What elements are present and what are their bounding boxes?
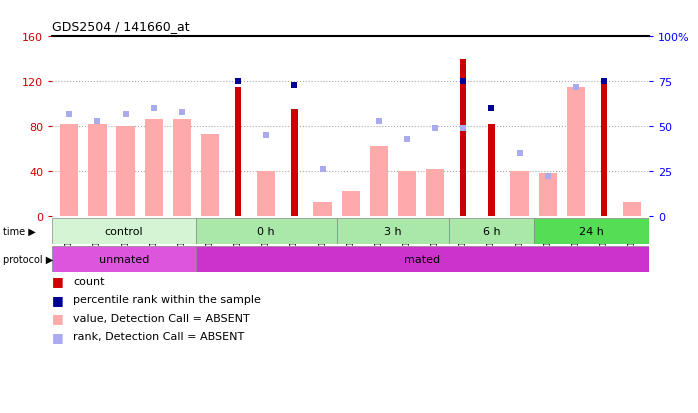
- Text: 6 h: 6 h: [483, 226, 500, 237]
- Text: ■: ■: [52, 274, 64, 287]
- Text: 3 h: 3 h: [384, 226, 402, 237]
- Text: count: count: [73, 276, 105, 286]
- Bar: [144, 120, 163, 216]
- Text: protocol ▶: protocol ▶: [3, 254, 54, 265]
- Bar: [201, 135, 219, 216]
- Bar: [426, 169, 445, 216]
- Bar: [52, 247, 196, 273]
- Text: ■: ■: [52, 311, 64, 325]
- Bar: [257, 171, 276, 216]
- Bar: [567, 88, 585, 216]
- Text: 0 h: 0 h: [258, 226, 275, 237]
- Bar: [196, 247, 649, 273]
- Bar: [60, 125, 78, 216]
- Text: ■: ■: [52, 293, 64, 306]
- Bar: [623, 203, 641, 216]
- Text: GDS2504 / 141660_at: GDS2504 / 141660_at: [52, 20, 190, 33]
- Bar: [510, 171, 529, 216]
- Text: mated: mated: [404, 254, 440, 265]
- Bar: [370, 147, 388, 216]
- Text: unmated: unmated: [99, 254, 149, 265]
- Text: rank, Detection Call = ABSENT: rank, Detection Call = ABSENT: [73, 332, 244, 342]
- Bar: [196, 218, 336, 244]
- Text: ■: ■: [52, 330, 64, 343]
- Text: percentile rank within the sample: percentile rank within the sample: [73, 294, 261, 304]
- Bar: [398, 171, 416, 216]
- Bar: [88, 125, 107, 216]
- Bar: [460, 59, 466, 216]
- Bar: [235, 88, 242, 216]
- Bar: [172, 120, 191, 216]
- Bar: [52, 218, 196, 244]
- Bar: [291, 110, 297, 216]
- Bar: [336, 218, 450, 244]
- Bar: [539, 174, 557, 216]
- Bar: [601, 80, 607, 216]
- Bar: [534, 218, 649, 244]
- Bar: [450, 218, 534, 244]
- Text: time ▶: time ▶: [3, 226, 36, 237]
- Text: value, Detection Call = ABSENT: value, Detection Call = ABSENT: [73, 313, 250, 323]
- Bar: [341, 192, 360, 216]
- Bar: [489, 125, 495, 216]
- Bar: [117, 127, 135, 216]
- Text: control: control: [105, 226, 144, 237]
- Text: 24 h: 24 h: [579, 226, 604, 237]
- Bar: [313, 203, 332, 216]
